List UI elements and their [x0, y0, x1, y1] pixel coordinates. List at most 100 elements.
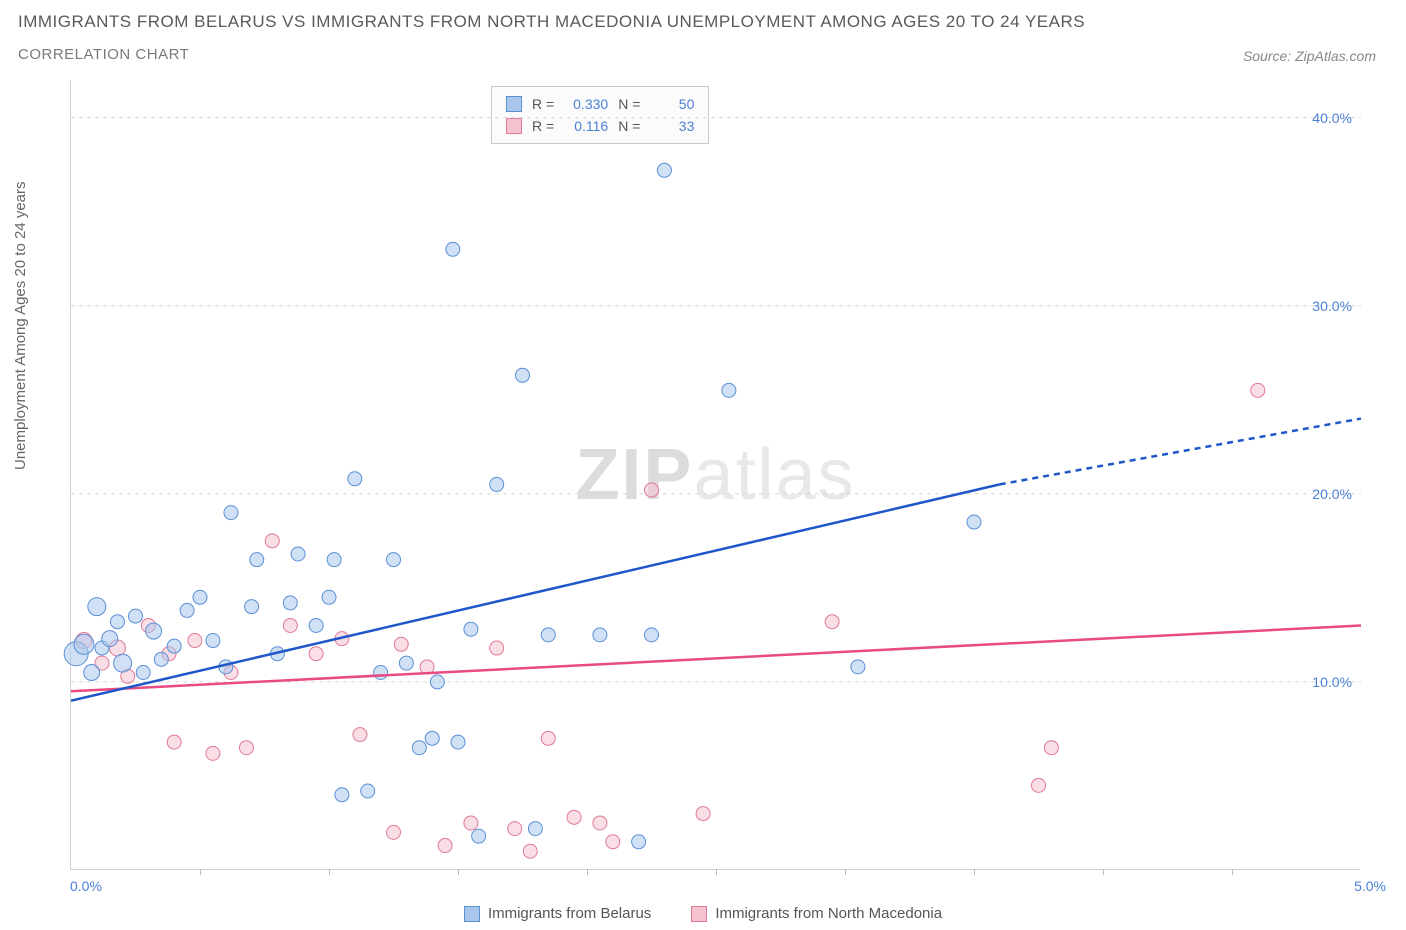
- data-point: [567, 810, 581, 824]
- data-point: [167, 639, 181, 653]
- data-point: [283, 618, 297, 632]
- trend-line: [1000, 419, 1361, 485]
- data-point: [167, 735, 181, 749]
- data-point: [180, 603, 194, 617]
- source-label: Source: ZipAtlas.com: [1243, 48, 1376, 64]
- data-point: [464, 622, 478, 636]
- data-point: [632, 835, 646, 849]
- chart-subtitle: CORRELATION CHART: [18, 46, 189, 63]
- data-point: [206, 746, 220, 760]
- data-point: [322, 590, 336, 604]
- data-point: [129, 609, 143, 623]
- data-point: [464, 816, 478, 830]
- data-point: [188, 634, 202, 648]
- data-point: [1251, 383, 1265, 397]
- data-point: [309, 618, 323, 632]
- data-point: [412, 741, 426, 755]
- legend-swatch-pink-icon: [691, 906, 707, 922]
- data-point: [438, 839, 452, 853]
- data-point: [387, 825, 401, 839]
- data-point: [593, 816, 607, 830]
- data-point: [523, 844, 537, 858]
- y-tick-label: 30.0%: [1312, 298, 1352, 314]
- data-point: [335, 788, 349, 802]
- x-tick-label-min: 0.0%: [70, 878, 102, 894]
- legend-item-blue: Immigrants from Belarus: [464, 905, 651, 922]
- data-point: [967, 515, 981, 529]
- data-point: [593, 628, 607, 642]
- data-point: [74, 634, 94, 654]
- data-point: [110, 615, 124, 629]
- data-point: [193, 590, 207, 604]
- x-tick: [974, 869, 975, 875]
- data-point: [102, 631, 118, 647]
- data-point: [508, 822, 522, 836]
- x-tick: [458, 869, 459, 875]
- data-point: [353, 728, 367, 742]
- data-point: [451, 735, 465, 749]
- data-point: [309, 647, 323, 661]
- data-point: [1044, 741, 1058, 755]
- data-point: [645, 483, 659, 497]
- data-point: [430, 675, 444, 689]
- data-point: [136, 666, 150, 680]
- data-point: [394, 637, 408, 651]
- data-point: [291, 547, 305, 561]
- data-point: [696, 807, 710, 821]
- data-point: [348, 472, 362, 486]
- x-tick-label-max: 5.0%: [1354, 878, 1386, 894]
- y-tick-label: 40.0%: [1312, 110, 1352, 126]
- x-tick: [200, 869, 201, 875]
- data-point: [399, 656, 413, 670]
- legend-item-pink: Immigrants from North Macedonia: [691, 905, 942, 922]
- data-point: [250, 553, 264, 567]
- data-point: [606, 835, 620, 849]
- data-point: [146, 623, 162, 639]
- data-point: [516, 368, 530, 382]
- data-point: [446, 242, 460, 256]
- data-point: [645, 628, 659, 642]
- x-tick: [716, 869, 717, 875]
- data-point: [361, 784, 375, 798]
- data-point: [206, 634, 220, 648]
- x-tick: [1232, 869, 1233, 875]
- data-point: [425, 731, 439, 745]
- data-point: [387, 553, 401, 567]
- data-point: [265, 534, 279, 548]
- plot-area: ZIPatlas R = 0.330 N = 50 R = 0.116 N = …: [70, 80, 1360, 870]
- chart-svg: [71, 80, 1360, 869]
- data-point: [327, 553, 341, 567]
- data-point: [851, 660, 865, 674]
- data-point: [825, 615, 839, 629]
- x-tick: [329, 869, 330, 875]
- data-point: [490, 641, 504, 655]
- y-axis-label: Unemployment Among Ages 20 to 24 years: [12, 181, 29, 470]
- chart-title: IMMIGRANTS FROM BELARUS VS IMMIGRANTS FR…: [18, 12, 1085, 32]
- legend-label-pink: Immigrants from North Macedonia: [715, 905, 942, 922]
- data-point: [84, 665, 100, 681]
- x-tick: [1103, 869, 1104, 875]
- data-point: [154, 652, 168, 666]
- data-point: [245, 600, 259, 614]
- data-point: [541, 628, 555, 642]
- data-point: [374, 666, 388, 680]
- data-point: [722, 383, 736, 397]
- data-point: [114, 654, 132, 672]
- legend-label-blue: Immigrants from Belarus: [488, 905, 651, 922]
- x-tick: [587, 869, 588, 875]
- data-point: [541, 731, 555, 745]
- data-point: [239, 741, 253, 755]
- data-point: [528, 822, 542, 836]
- legend-swatch-blue-icon: [464, 906, 480, 922]
- data-point: [88, 598, 106, 616]
- data-point: [1032, 778, 1046, 792]
- bottom-legend: 0.0% Immigrants from Belarus Immigrants …: [0, 905, 1406, 922]
- data-point: [472, 829, 486, 843]
- data-point: [657, 163, 671, 177]
- data-point: [490, 477, 504, 491]
- data-point: [283, 596, 297, 610]
- y-tick-label: 20.0%: [1312, 486, 1352, 502]
- y-tick-label: 10.0%: [1312, 674, 1352, 690]
- x-tick: [845, 869, 846, 875]
- data-point: [224, 506, 238, 520]
